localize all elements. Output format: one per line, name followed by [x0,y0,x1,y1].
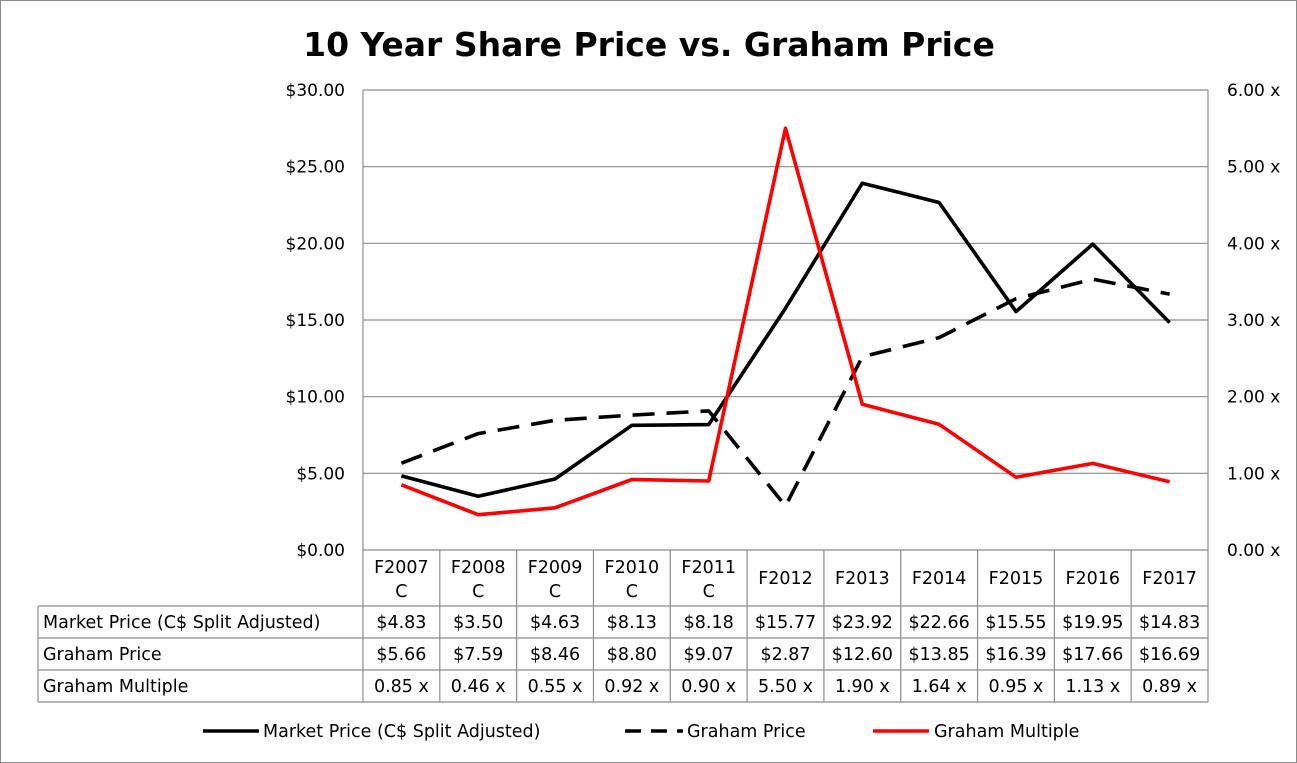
legend-label: Graham Multiple [934,722,1079,742]
y-left-tick-label: $25.00 [286,158,345,178]
legend: Market Price (C$ Split Adjusted) Graham P… [203,722,1079,742]
category-label: F2010 [605,558,660,578]
table-row-label: Graham Multiple [43,677,188,697]
table-cell: $23.92 [832,613,893,633]
legend-label: Graham Price [687,722,806,742]
y-right-tick-label: 1.00 x [1227,464,1280,484]
table-cell: 1.90 x [835,677,890,697]
series-lines [400,126,1171,517]
y-left-tick-label: $15.00 [286,311,345,331]
category-label: F2013 [835,569,890,589]
table-cell: $4.83 [376,613,426,633]
table-cell: $5.66 [376,645,426,665]
series-line-0 [400,181,1171,499]
table-cell: $3.50 [453,613,503,633]
table-cell: $13.85 [909,645,970,665]
legend-label: Market Price (C$ Split Adjusted) [263,722,541,742]
category-label: F2016 [1065,569,1120,589]
y-left-tick-label: $0.00 [296,541,345,561]
table-cell: $8.13 [607,613,657,633]
table-cell: $19.95 [1062,613,1123,633]
category-label-line2: C [626,582,638,602]
table-cell: 0.90 x [681,677,736,697]
y-right-tick-label: 4.00 x [1227,234,1280,254]
table-cell: $8.46 [530,645,580,665]
category-label: F2011 [681,558,736,578]
axes: $0.00 $5.00 $10.00 $15.00 $20.00 $25.00 $30.00… [286,81,1281,561]
table-cell: $8.80 [607,645,657,665]
y-right-tick-label: 5.00 x [1227,158,1280,178]
category-label-line2: C [472,582,484,602]
table-cell: $16.69 [1139,645,1200,665]
series-line-1 [400,277,1170,508]
table-cell: 1.64 x [912,677,967,697]
category-label-line2: C [549,582,561,602]
table-cell: 0.95 x [989,677,1044,697]
table-cell: $8.18 [684,613,734,633]
table-cell: 5.50 x [758,677,813,697]
data-table: F2007 C F2008 C F2009 C F2010 C F2011 C F2012 F2013… [37,549,1209,703]
table-cell: 0.55 x [528,677,583,697]
table-cell: 1.13 x [1065,677,1120,697]
category-label: F2012 [758,569,813,589]
category-label: F2007 [374,558,429,578]
y-right-tick-label: 3.00 x [1227,311,1280,331]
table-cell: $15.55 [985,613,1046,633]
table-cell: 0.46 x [451,677,506,697]
category-label-line2: C [703,582,715,602]
table-cell: $12.60 [832,645,893,665]
table-row-label: Market Price (C$ Split Adjusted) [43,613,321,633]
table-cell: $4.63 [530,613,580,633]
table-cell: $22.66 [909,613,970,633]
category-label: F2015 [989,569,1044,589]
category-label: F2017 [1142,569,1197,589]
y-right-tick-label: 6.00 x [1227,81,1280,101]
y-left-tick-label: $10.00 [286,388,345,408]
series-line-2 [400,126,1171,517]
y-left-tick-label: $20.00 [286,234,345,254]
table-cell: $15.77 [755,613,816,633]
table-cell: $16.39 [985,645,1046,665]
table-cell: $17.66 [1062,645,1123,665]
table-cell: $9.07 [684,645,734,665]
table-cell: $7.59 [453,645,503,665]
table-cell: $2.87 [760,645,810,665]
y-right-tick-label: 0.00 x [1227,541,1280,561]
table-cell: 0.89 x [1142,677,1197,697]
chart-title: 10 Year Share Price vs. Graham Price [303,25,995,64]
category-label: F2008 [451,558,506,578]
category-label: F2014 [912,569,967,589]
table-row-label: Graham Price [43,645,162,665]
gridlines [363,89,1208,474]
table-cell: $14.83 [1139,613,1200,633]
table-cell: 0.92 x [604,677,659,697]
y-left-tick-label: $30.00 [286,81,345,101]
y-right-tick-label: 2.00 x [1227,388,1280,408]
y-left-tick-label: $5.00 [296,464,345,484]
category-label-line2: C [395,582,407,602]
table-cell: 0.85 x [374,677,429,697]
category-label: F2009 [528,558,583,578]
